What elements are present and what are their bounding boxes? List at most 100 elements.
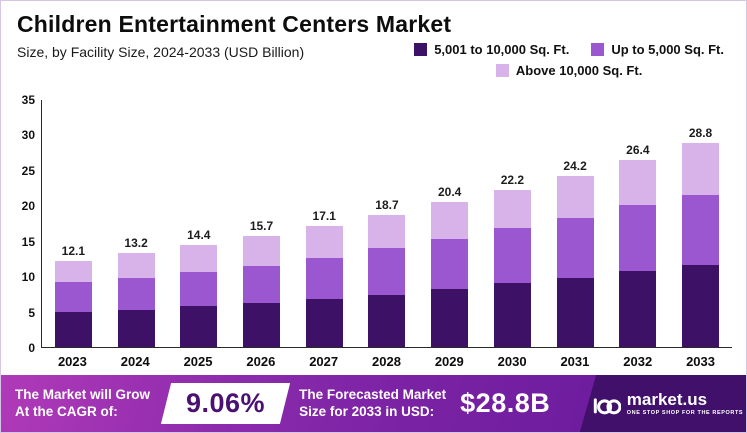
bar-segment [682, 142, 720, 195]
bar-segment [368, 247, 406, 295]
legend-swatch-icon [414, 43, 428, 56]
x-axis-label: 2027 [309, 354, 339, 369]
cagr-value: 9.06% [186, 388, 266, 418]
bar-value-label: 24.2 [563, 158, 587, 173]
bar-segment [619, 159, 657, 206]
bar-segment [431, 239, 469, 289]
y-axis: 0 5 10 15 20 25 30 35 [9, 93, 41, 355]
legend-item: 5,001 to 10,000 Sq. Ft. [414, 42, 569, 57]
forecast-value: $28.8B [460, 388, 551, 418]
bar-value-label: 22.2 [500, 172, 525, 187]
market-us-logo-icon [593, 397, 621, 414]
bar-segment [243, 265, 281, 304]
bar-value-label: 18.7 [375, 197, 399, 212]
y-tick-label: 30 [21, 128, 35, 143]
cagr-caption: The Market will Grow At the CAGR of: [15, 386, 151, 419]
bar-group: 17.1 [302, 100, 346, 347]
bar-segment [619, 205, 657, 272]
bar-segment [243, 303, 281, 347]
brand-block: market.us One Stop Shop For The Reports [588, 375, 746, 432]
legend-label: Up to 5,000 Sq. Ft. [611, 42, 724, 57]
bar-segment [117, 253, 155, 278]
chart-subtitle: Size, by Facility Size, 2024-2033 (USD B… [17, 44, 305, 60]
legend-item: Above 10,000 Sq. Ft. [495, 63, 643, 78]
bar-group: 12.1 [51, 100, 95, 347]
legend-label: 5,001 to 10,000 Sq. Ft. [434, 42, 570, 57]
y-tick-label: 15 [21, 234, 35, 249]
stacked-bar-chart: 0 5 10 15 20 25 30 35 12.1 13.2 14.4 15.7 17.1 18.7 2… [1, 78, 746, 369]
bar-group: 26.4 [616, 100, 660, 347]
y-tick-label: 5 [28, 305, 35, 320]
legend-item: Up to 5,000 Sq. Ft. [591, 42, 724, 57]
bar-segment [305, 258, 343, 299]
bar-segment [180, 271, 218, 306]
bar-segment [493, 283, 531, 347]
bar-segment [54, 281, 92, 312]
bar-value-label: 20.4 [437, 185, 462, 200]
bar-segment [305, 298, 343, 347]
x-axis-label: 2031 [560, 354, 590, 369]
bar-segment [180, 305, 218, 347]
y-tick-label: 20 [21, 199, 35, 214]
x-axis-label: 2029 [434, 354, 464, 369]
brand-name: market.us [626, 390, 708, 409]
y-tick-label: 0 [28, 341, 35, 355]
bar-segment [619, 271, 657, 347]
bar-segment [493, 189, 531, 228]
chart-header: Children Entertainment Centers Market Si… [1, 1, 746, 78]
bar-segment [431, 202, 469, 240]
bar-segment [117, 310, 155, 347]
bar-value-label: 12.1 [61, 244, 86, 259]
page-title: Children Entertainment Centers Market [17, 11, 452, 37]
footer-banner: The Market will Grow At the CAGR of: 9.0… [1, 375, 746, 432]
x-axis-label: 2023 [57, 354, 87, 369]
x-axis-label: 2024 [120, 354, 150, 369]
bar-segment [556, 175, 594, 219]
bar-value-label: 28.8 [688, 125, 713, 140]
bar-group: 14.4 [177, 100, 221, 347]
x-axis-label: 2025 [183, 354, 213, 369]
bar-segment [54, 261, 92, 282]
chart-legend: 5,001 to 10,000 Sq. Ft. Up to 5,000 Sq. … [414, 42, 730, 78]
bar-segment [180, 244, 218, 272]
bar-segment [368, 294, 406, 347]
bar-segment [243, 235, 281, 266]
bar-group: 15.7 [240, 100, 284, 347]
bar-value-label: 26.4 [626, 142, 650, 157]
bar-segment [682, 194, 720, 265]
bar-value-label: 14.4 [187, 227, 211, 242]
bar-group: 18.7 [365, 100, 409, 347]
legend-label: Above 10,000 Sq. Ft. [515, 63, 643, 78]
bar-value-label: 15.7 [249, 218, 274, 233]
bar-segment [117, 277, 155, 311]
bar-value-label: 17.1 [312, 208, 336, 223]
bar-segment [54, 311, 92, 347]
bar-segment [493, 227, 531, 284]
bar-segment [431, 288, 469, 347]
bar-group: 13.2 [114, 100, 158, 347]
bar-segment [682, 264, 720, 347]
brand-tagline: One Stop Shop For The Reports [626, 410, 744, 416]
x-axis: 2023 2024 2025 2026 2027 2028 2029 2030 2031 2032… [41, 354, 732, 369]
y-tick-label: 10 [21, 270, 35, 285]
cagr-band: 9.06% [160, 383, 291, 424]
y-tick-label: 35 [21, 93, 35, 107]
bar-group: 22.2 [490, 100, 534, 347]
legend-swatch-icon [495, 64, 509, 77]
plot-area: 12.1 13.2 14.4 15.7 17.1 18.7 20.4 22.2 24.2 26.4… [41, 100, 732, 348]
legend-swatch-icon [591, 43, 605, 56]
bar-segment [368, 214, 406, 248]
x-axis-label: 2032 [623, 354, 653, 369]
bar-group: 28.8 [679, 100, 723, 347]
x-axis-label: 2030 [497, 354, 527, 369]
bar-segment [556, 277, 594, 347]
bar-group: 20.4 [428, 100, 472, 347]
x-axis-label: 2033 [686, 354, 715, 369]
x-axis-label: 2026 [246, 354, 276, 369]
bar-segment [556, 218, 594, 278]
bar-segment [305, 225, 343, 259]
forecast-caption: The Forecasted Market Size for 2033 in U… [299, 386, 447, 419]
x-axis-label: 2028 [372, 354, 401, 369]
bar-value-label: 13.2 [124, 236, 148, 251]
